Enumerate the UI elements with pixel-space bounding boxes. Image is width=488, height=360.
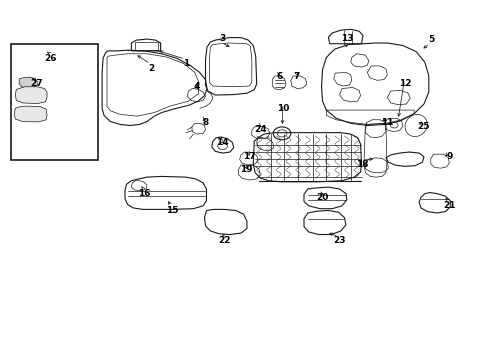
Text: 11: 11 <box>380 118 393 127</box>
Text: 2: 2 <box>147 64 154 73</box>
Text: 26: 26 <box>44 54 57 63</box>
Text: 4: 4 <box>193 82 200 91</box>
Bar <box>11 44 98 160</box>
Text: 8: 8 <box>202 118 208 127</box>
Text: 16: 16 <box>138 189 150 198</box>
Text: 9: 9 <box>445 152 451 161</box>
Text: 13: 13 <box>340 34 352 43</box>
Polygon shape <box>14 106 47 122</box>
Text: 20: 20 <box>316 193 328 202</box>
Text: 22: 22 <box>217 237 230 246</box>
Text: 24: 24 <box>254 125 266 134</box>
Text: 5: 5 <box>427 35 433 44</box>
Text: 3: 3 <box>219 34 225 43</box>
Bar <box>135 42 158 50</box>
Text: 7: 7 <box>293 72 299 81</box>
Bar <box>19 109 42 119</box>
Text: 15: 15 <box>166 206 178 215</box>
Polygon shape <box>15 87 47 104</box>
Circle shape <box>24 79 32 85</box>
Text: 19: 19 <box>239 165 252 174</box>
Text: 27: 27 <box>30 80 42 89</box>
Bar <box>19 90 43 101</box>
Text: 1: 1 <box>183 59 189 68</box>
Text: 23: 23 <box>333 237 345 246</box>
Text: 21: 21 <box>442 201 455 210</box>
Text: 12: 12 <box>398 80 411 89</box>
Text: 14: 14 <box>216 138 228 147</box>
Text: 18: 18 <box>356 160 368 169</box>
Polygon shape <box>19 77 37 88</box>
Text: 10: 10 <box>277 104 289 113</box>
Text: 25: 25 <box>417 122 429 131</box>
Text: 17: 17 <box>243 152 255 161</box>
Text: 6: 6 <box>276 72 282 81</box>
